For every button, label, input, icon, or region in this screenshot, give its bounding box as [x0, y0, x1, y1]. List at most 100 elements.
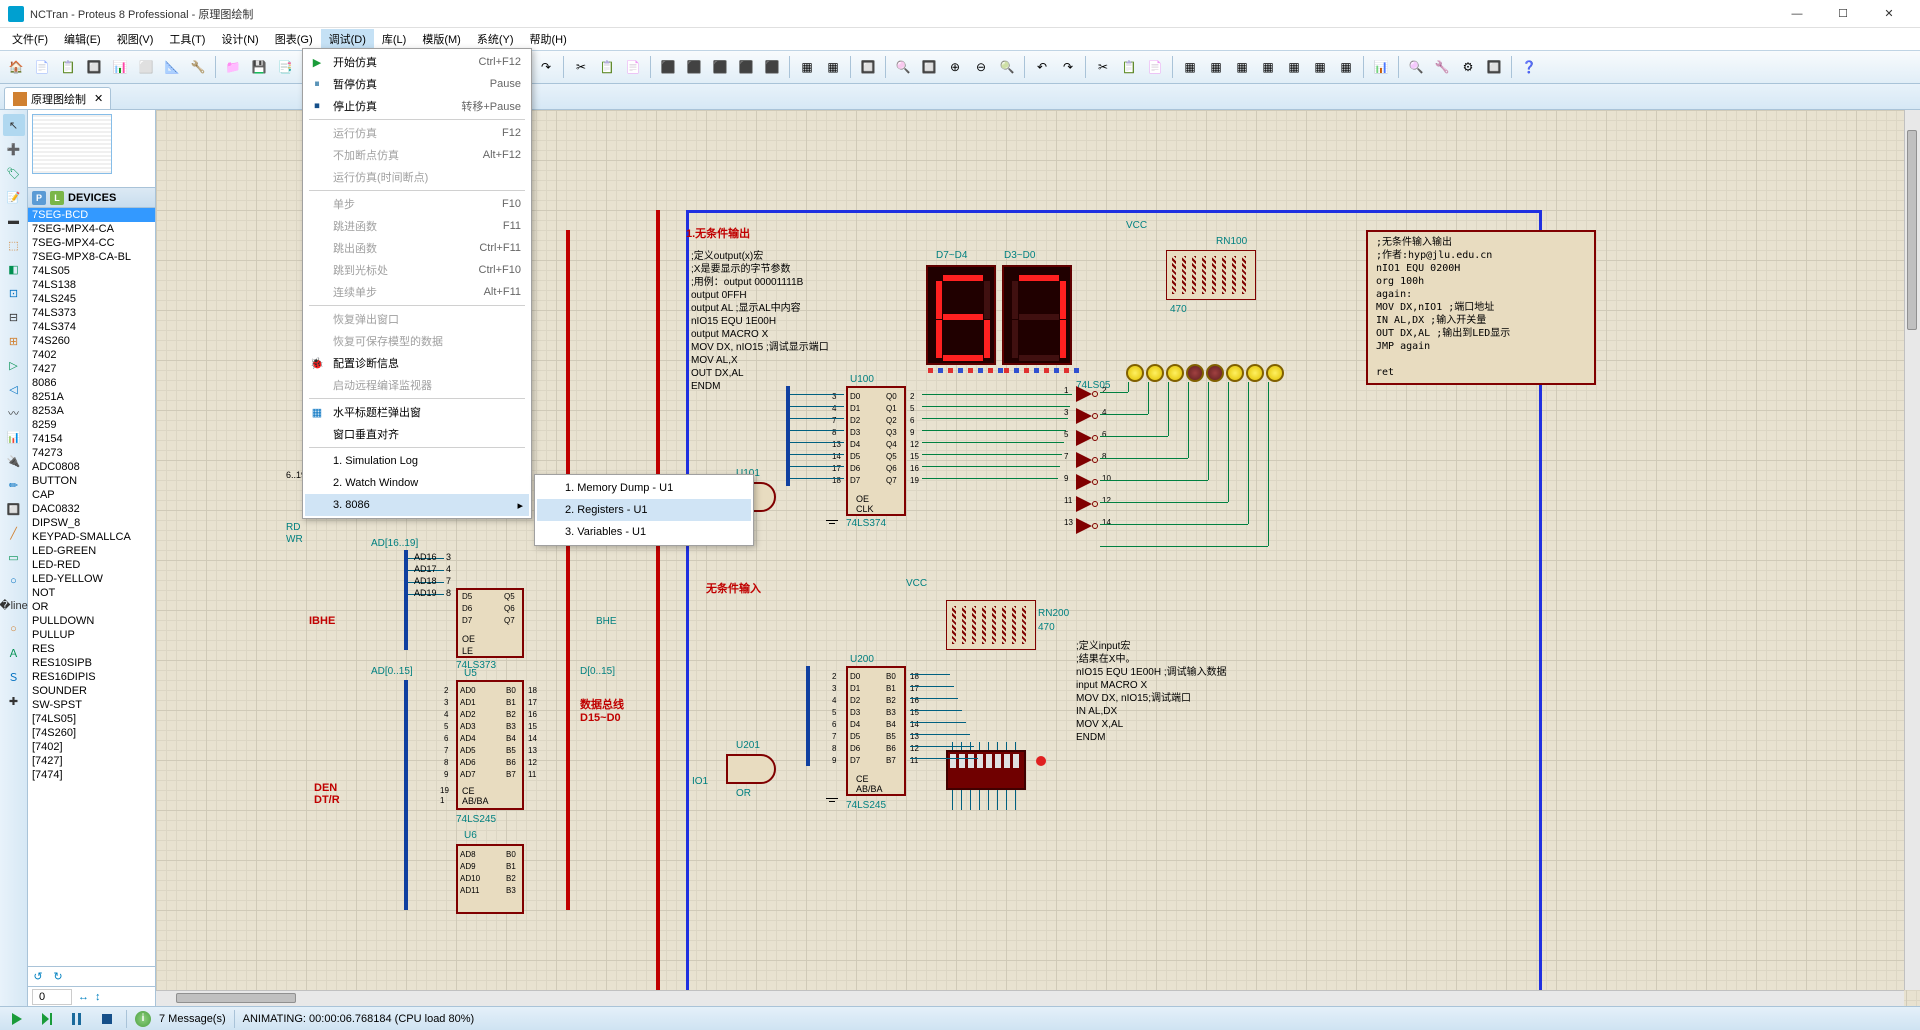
palette-tool-5[interactable]: ⬚: [3, 234, 25, 256]
device-74LS373[interactable]: 74LS373: [28, 306, 155, 320]
close-button[interactable]: ✕: [1866, 0, 1912, 28]
toolbar-btn-44[interactable]: 🔍: [995, 55, 1019, 79]
toolbar-btn-55[interactable]: ▦: [1230, 55, 1254, 79]
toolbar-btn-65[interactable]: ⚙: [1456, 55, 1480, 79]
sim-step-button[interactable]: [36, 1009, 58, 1029]
toolbar-btn-30[interactable]: ⬛: [682, 55, 706, 79]
overview-thumbnail[interactable]: [32, 114, 112, 174]
toolbar-btn-29[interactable]: ⬛: [656, 55, 680, 79]
menu-模版(M)[interactable]: 模版(M): [414, 29, 469, 49]
menu-帮助(H)[interactable]: 帮助(H): [522, 29, 575, 49]
device-LED-GREEN[interactable]: LED-GREEN: [28, 544, 155, 558]
toolbar-btn-4[interactable]: 📊: [108, 55, 132, 79]
toolbar-btn-64[interactable]: 🔧: [1430, 55, 1454, 79]
device-8251A[interactable]: 8251A: [28, 390, 155, 404]
menu-item-暂停仿真[interactable]: ⏸暂停仿真Pause: [305, 73, 529, 95]
palette-tool-13[interactable]: 📊: [3, 426, 25, 448]
toolbar-btn-3[interactable]: 🔲: [82, 55, 106, 79]
menu-系统(Y)[interactable]: 系统(Y): [469, 29, 522, 49]
rotate-cw-icon[interactable]: ↻: [48, 968, 68, 986]
toolbar-btn-36[interactable]: ▦: [821, 55, 845, 79]
palette-tool-8[interactable]: ⊟: [3, 306, 25, 328]
menu-item-3. 8086[interactable]: 3. 8086▸: [305, 494, 529, 516]
toolbar-btn-2[interactable]: 📋: [56, 55, 80, 79]
minimize-button[interactable]: —: [1774, 0, 1820, 28]
menu-item-窗口垂直对齐[interactable]: 窗口垂直对齐: [305, 423, 529, 445]
toolbar-btn-6[interactable]: 📐: [160, 55, 184, 79]
sim-pause-button[interactable]: [66, 1009, 88, 1029]
palette-tool-12[interactable]: 〰: [3, 402, 25, 424]
palette-tool-11[interactable]: ◁: [3, 378, 25, 400]
device-DAC0832[interactable]: DAC0832: [28, 502, 155, 516]
device-74LS05[interactable]: 74LS05: [28, 264, 155, 278]
palette-tool-17[interactable]: ╱: [3, 522, 25, 544]
device-[74S260][interactable]: [74S260]: [28, 726, 155, 740]
menu-调试(D)[interactable]: 调试(D): [321, 29, 374, 49]
toolbar-btn-56[interactable]: ▦: [1256, 55, 1280, 79]
menu-item-水平标题栏弹出窗[interactable]: ▦水平标题栏弹出窗: [305, 401, 529, 423]
rotate-ccw-icon[interactable]: ↺: [28, 968, 48, 986]
device-74LS374[interactable]: 74LS374: [28, 320, 155, 334]
library-icon[interactable]: L: [50, 191, 64, 205]
palette-tool-23[interactable]: Ｓ: [3, 666, 25, 688]
toolbar-btn-5[interactable]: ⬜: [134, 55, 158, 79]
tab-schematic[interactable]: 原理图绘制 ✕: [4, 87, 111, 109]
palette-tool-6[interactable]: ◧: [3, 258, 25, 280]
toolbar-btn-7[interactable]: 🔧: [186, 55, 210, 79]
toolbar-btn-59[interactable]: ▦: [1334, 55, 1358, 79]
menu-编辑(E)[interactable]: 编辑(E): [56, 29, 109, 49]
toolbar-btn-61[interactable]: 📊: [1369, 55, 1393, 79]
menu-item-1. Simulation Log[interactable]: 1. Simulation Log: [305, 450, 529, 472]
palette-tool-19[interactable]: ○: [3, 570, 25, 592]
device-ADC0808[interactable]: ADC0808: [28, 460, 155, 474]
device-[74LS05][interactable]: [74LS05]: [28, 712, 155, 726]
device-[7427][interactable]: [7427]: [28, 754, 155, 768]
toolbar-btn-38[interactable]: 🔲: [856, 55, 880, 79]
palette-tool-2[interactable]: 🏷: [3, 162, 25, 184]
toolbar-btn-27[interactable]: 📄: [621, 55, 645, 79]
device-74LS245[interactable]: 74LS245: [28, 292, 155, 306]
submenu-item-1. Memory Dump - U1[interactable]: 1. Memory Dump - U1: [537, 477, 751, 499]
palette-tool-3[interactable]: 📝: [3, 186, 25, 208]
toolbar-btn-53[interactable]: ▦: [1178, 55, 1202, 79]
toolbar-btn-47[interactable]: ↷: [1056, 55, 1080, 79]
menu-工具(T)[interactable]: 工具(T): [161, 29, 213, 49]
menu-图表(G)[interactable]: 图表(G): [267, 29, 321, 49]
device-PULLUP[interactable]: PULLUP: [28, 628, 155, 642]
device-OR[interactable]: OR: [28, 600, 155, 614]
device-7402[interactable]: 7402: [28, 348, 155, 362]
toolbar-btn-40[interactable]: 🔍: [891, 55, 915, 79]
menu-文件(F)[interactable]: 文件(F): [4, 29, 56, 49]
palette-tool-1[interactable]: ➕: [3, 138, 25, 160]
device-8253A[interactable]: 8253A: [28, 404, 155, 418]
palette-tool-16[interactable]: 🔲: [3, 498, 25, 520]
menu-item-开始仿真[interactable]: ▶开始仿真Ctrl+F12: [305, 51, 529, 73]
submenu-item-2. Registers - U1[interactable]: 2. Registers - U1: [537, 499, 751, 521]
submenu-item-3. Variables - U1[interactable]: 3. Variables - U1: [537, 521, 751, 543]
toolbar-btn-49[interactable]: ✂: [1091, 55, 1115, 79]
device-7SEG-BCD[interactable]: 7SEG-BCD: [28, 208, 155, 222]
h-scrollbar[interactable]: [156, 990, 1904, 1006]
toolbar-btn-41[interactable]: 🔲: [917, 55, 941, 79]
sim-stop-button[interactable]: [96, 1009, 118, 1029]
device-8086[interactable]: 8086: [28, 376, 155, 390]
menu-item-配置诊断信息[interactable]: 🐞配置诊断信息: [305, 352, 529, 374]
device-BUTTON[interactable]: BUTTON: [28, 474, 155, 488]
toolbar-btn-66[interactable]: 🔲: [1482, 55, 1506, 79]
picker-icon[interactable]: P: [32, 191, 46, 205]
device-LED-RED[interactable]: LED-RED: [28, 558, 155, 572]
device-7SEG-MPX4-CA[interactable]: 7SEG-MPX4-CA: [28, 222, 155, 236]
toolbar-btn-10[interactable]: 💾: [247, 55, 271, 79]
messages-icon[interactable]: i: [135, 1011, 151, 1027]
toolbar-btn-54[interactable]: ▦: [1204, 55, 1228, 79]
palette-tool-10[interactable]: ▷: [3, 354, 25, 376]
device-8259[interactable]: 8259: [28, 418, 155, 432]
device-RES16DIPIS[interactable]: RES16DIPIS: [28, 670, 155, 684]
toolbar-btn-58[interactable]: ▦: [1308, 55, 1332, 79]
menu-item-2. Watch Window[interactable]: 2. Watch Window: [305, 472, 529, 494]
flip-h-icon[interactable]: ↔: [78, 991, 89, 1003]
device-LED-YELLOW[interactable]: LED-YELLOW: [28, 572, 155, 586]
device-PULLDOWN[interactable]: PULLDOWN: [28, 614, 155, 628]
device-DIPSW_8[interactable]: DIPSW_8: [28, 516, 155, 530]
menu-视图(V)[interactable]: 视图(V): [109, 29, 162, 49]
